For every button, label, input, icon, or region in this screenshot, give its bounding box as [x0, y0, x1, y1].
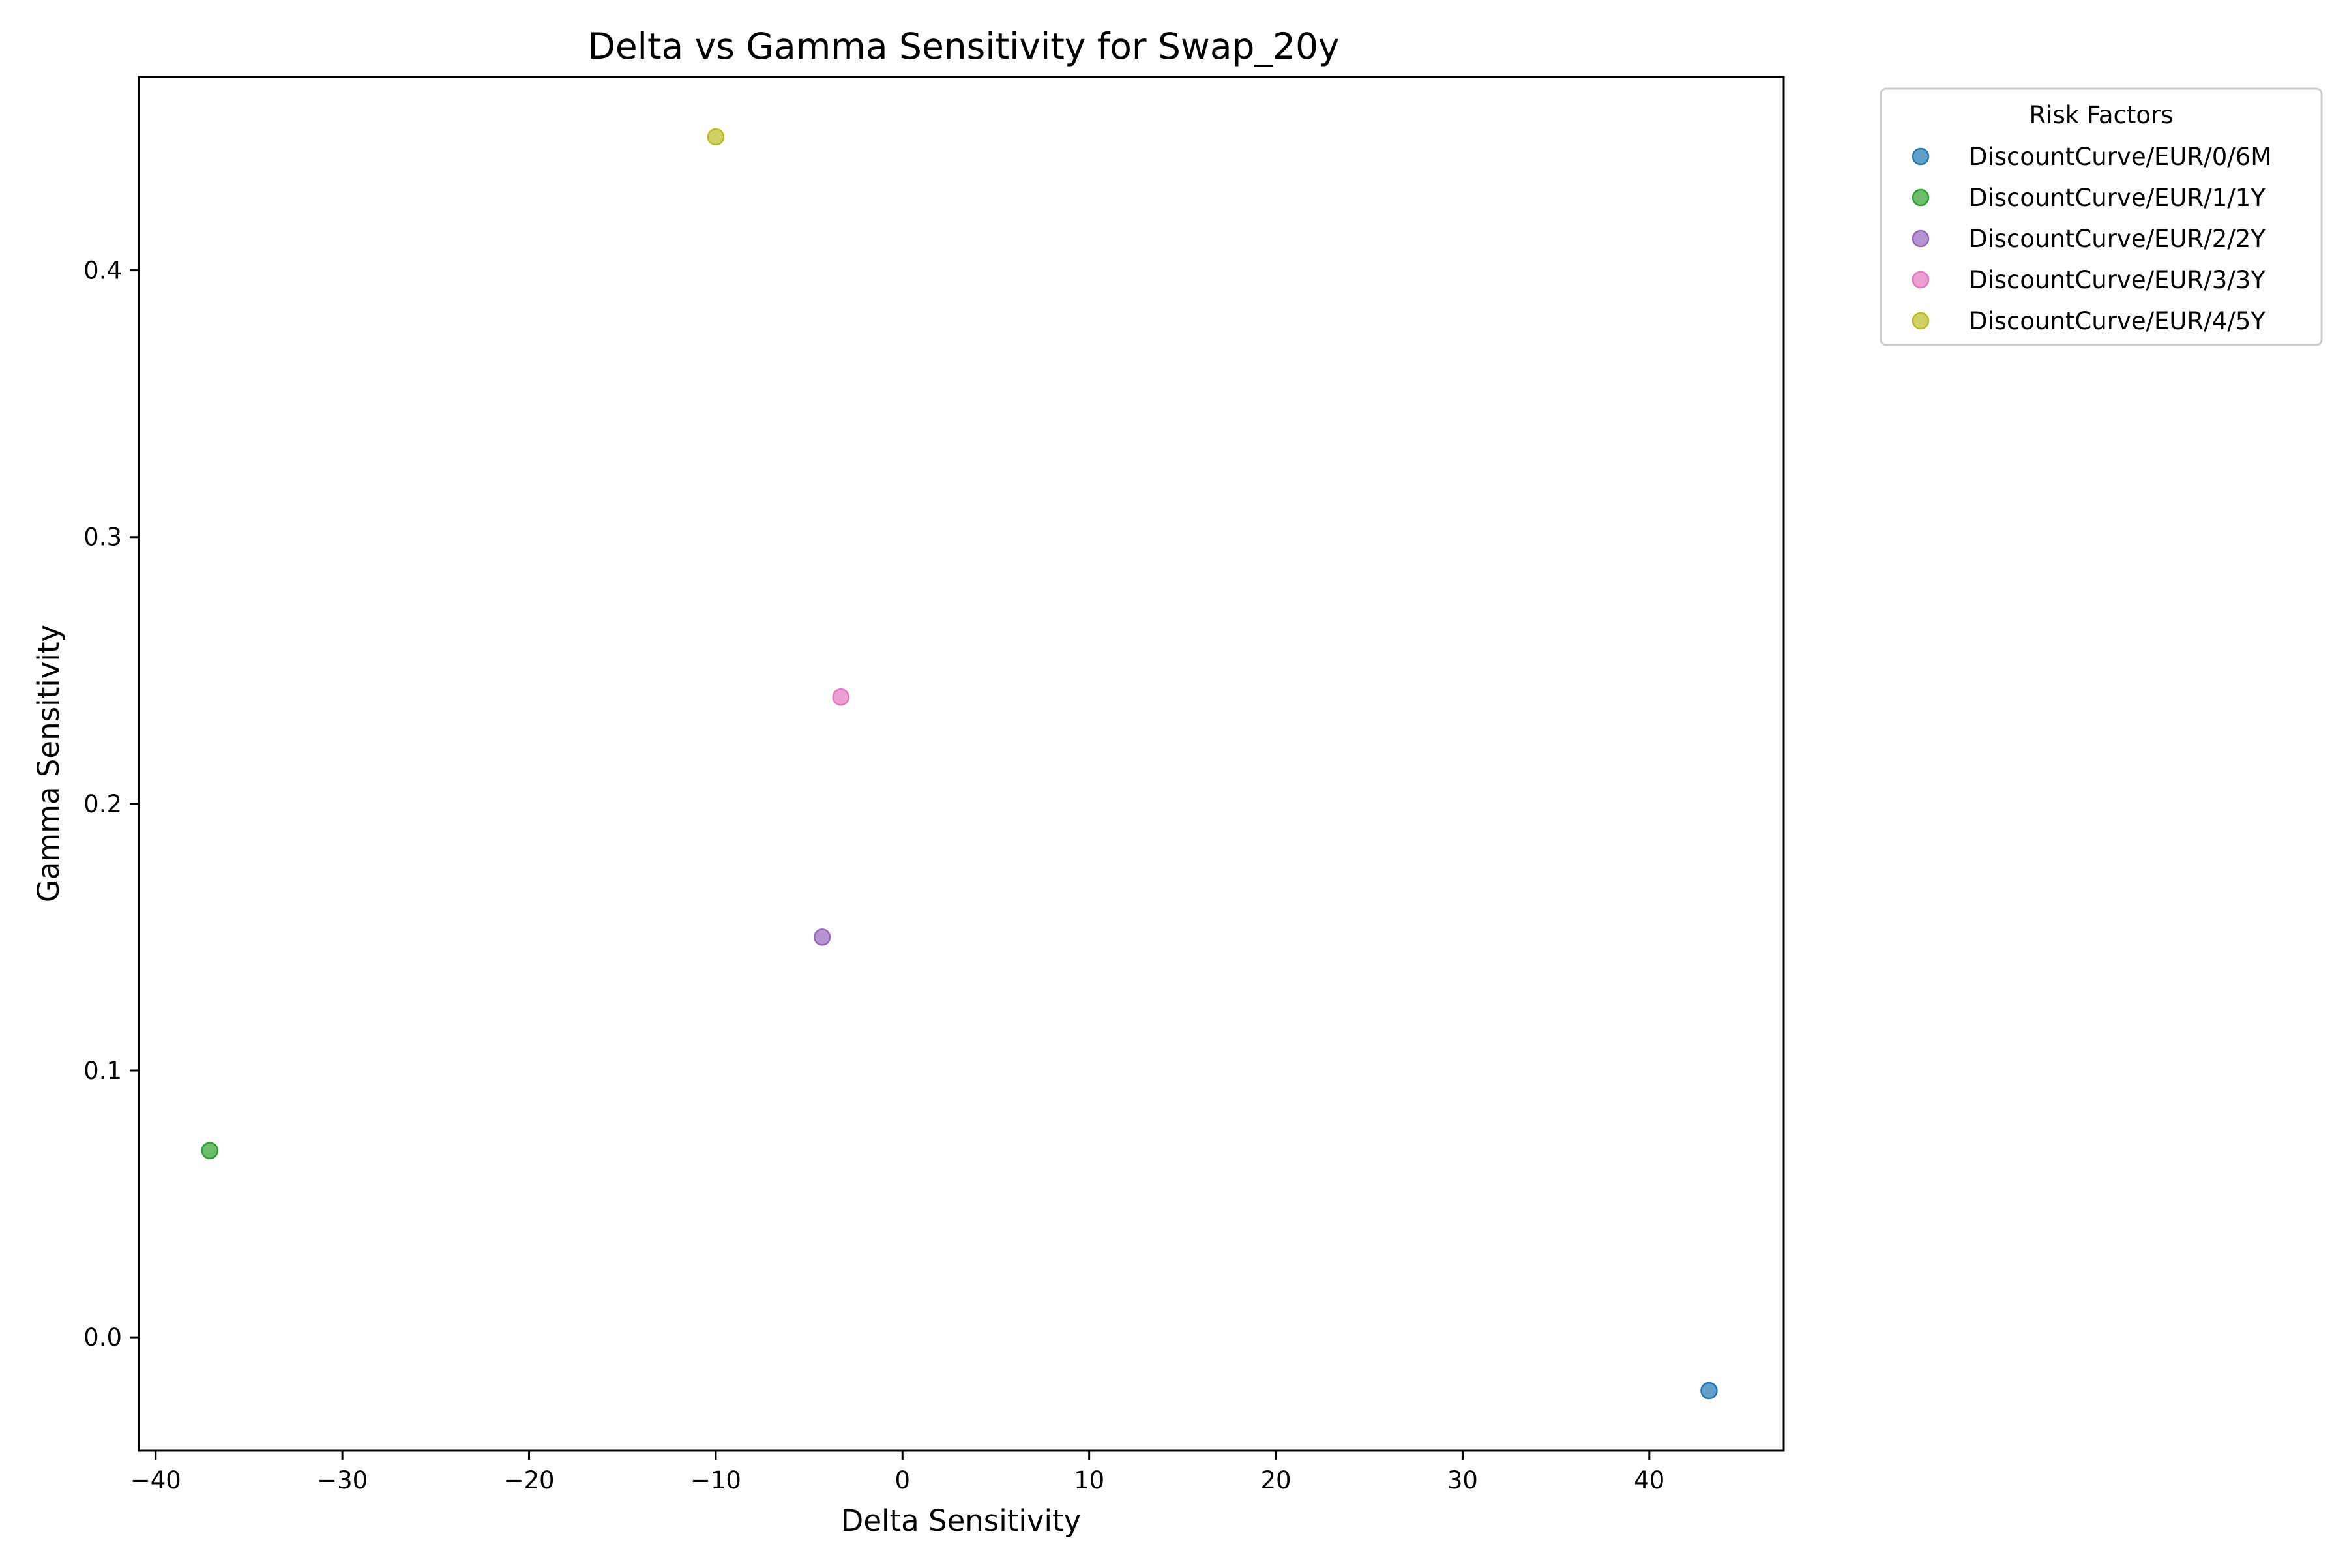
data-point [832, 688, 850, 706]
legend-marker [1912, 271, 1930, 289]
x-tick-label: 40 [1634, 1466, 1664, 1494]
y-tick-label: 0.1 [83, 1057, 122, 1085]
data-point [201, 1142, 219, 1159]
x-tick-label: −30 [317, 1466, 368, 1494]
y-tick-label: 0.0 [83, 1324, 122, 1352]
plot-area [139, 77, 1784, 1451]
y-axis-label: Gamma Sensitivity [31, 625, 66, 902]
legend-frame [1880, 87, 2323, 346]
legend: Risk Factors DiscountCurve/EUR/0/6M Disco… [1880, 87, 2323, 346]
x-tick-label: −10 [690, 1466, 741, 1494]
chart-title: Delta vs Gamma Sensitivity for Swap_20y [587, 25, 1339, 67]
y-tick-label: 0.2 [83, 790, 122, 818]
x-tick-label: −20 [503, 1466, 554, 1494]
y-tick-label: 0.3 [83, 524, 122, 552]
legend-title: Risk Factors [2030, 101, 2174, 129]
legend-label: DiscountCurve/EUR/0/6M [1969, 143, 2271, 171]
legend-marker [1912, 188, 1930, 207]
legend-marker [1912, 229, 1930, 248]
x-axis-label: Delta Sensitivity [841, 1503, 1082, 1538]
y-axis: 0.0 0.1 0.2 0.3 0.4 [83, 257, 139, 1352]
data-point [707, 128, 725, 146]
x-axis: −40 −30 −20 −10 0 10 20 30 40 [130, 1451, 1664, 1494]
legend-label: DiscountCurve/EUR/4/5Y [1969, 307, 2266, 335]
x-tick-label: 0 [895, 1466, 911, 1494]
x-tick-label: −40 [130, 1466, 181, 1494]
plot-frame [138, 76, 1785, 1452]
legend-label: DiscountCurve/EUR/2/2Y [1969, 225, 2266, 253]
legend-label: DiscountCurve/EUR/1/1Y [1969, 184, 2266, 212]
x-tick-label: 20 [1261, 1466, 1292, 1494]
legend-label: DiscountCurve/EUR/3/3Y [1969, 266, 2266, 294]
legend-marker [1912, 312, 1930, 330]
x-tick-label: 10 [1074, 1466, 1104, 1494]
y-tick-label: 0.4 [83, 257, 122, 285]
x-tick-label: 30 [1447, 1466, 1478, 1494]
legend-marker [1912, 147, 1930, 166]
data-point [1700, 1382, 1718, 1400]
data-point [813, 928, 831, 946]
data-points [201, 128, 1718, 1400]
